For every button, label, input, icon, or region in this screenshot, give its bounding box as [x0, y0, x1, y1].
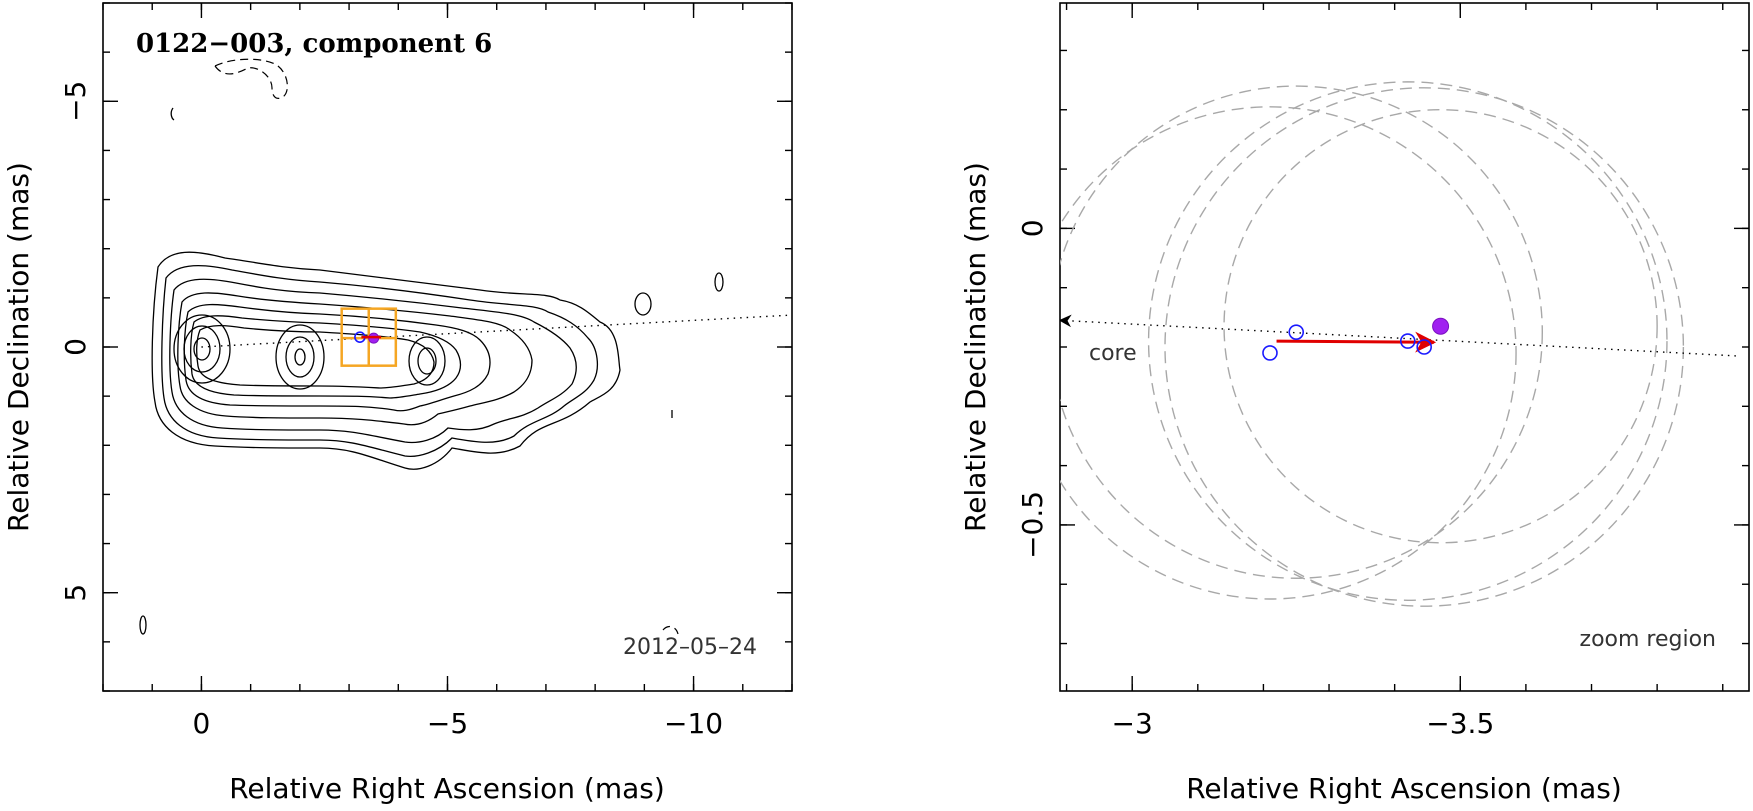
- left-panel: 0 −5 −10 5 0 −5: [2, 2, 793, 805]
- right-tick-labels: −3 −3.5 0 −0.5: [1016, 219, 1494, 740]
- left-y-axis-title: Relative Declination (mas): [2, 162, 35, 532]
- right-y-axis-title: Relative Declination (mas): [959, 162, 992, 532]
- contour-level-7: [196, 324, 435, 389]
- x-tick-label: −10: [664, 707, 723, 740]
- left-plot-frame: [102, 2, 793, 692]
- contour-level-5: [183, 303, 491, 412]
- beam-circle: [1147, 81, 1668, 601]
- epoch-date: 2012–05–24: [623, 635, 757, 660]
- beam-circle: [1060, 106, 1517, 600]
- motion-vector-arrow: [1276, 331, 1437, 353]
- core-label: core: [1089, 341, 1137, 366]
- right-plot-area: [1060, 81, 1736, 607]
- contour-level-4: [177, 292, 533, 426]
- knot-contour-1: [275, 324, 325, 390]
- component-markers: [354, 331, 382, 344]
- knot-contour-3: [294, 348, 306, 366]
- core-direction-line: [201, 314, 792, 348]
- core-contour-2: [183, 325, 221, 373]
- beam-circle: [1060, 85, 1543, 579]
- beam-circle: [1164, 87, 1685, 607]
- epoch-point-open: [1262, 345, 1278, 361]
- epoch-points: [1262, 317, 1450, 361]
- core-direction-arrow: [1060, 314, 1736, 357]
- x-tick-label: 0: [193, 707, 211, 740]
- y-tick-label: 0: [59, 338, 92, 356]
- right-panel: −3 −3.5 0 −0.5 core zoom region Relative Ri…: [959, 2, 1750, 805]
- contour-level-2: [161, 264, 599, 458]
- x-tick-label: −3.5: [1426, 707, 1494, 740]
- blob-contour: [139, 615, 147, 635]
- y-tick-label: 0: [1016, 219, 1049, 237]
- left-axis-ticks: [102, 2, 793, 692]
- x-tick-label: −3: [1112, 707, 1153, 740]
- knot-contour-2: [285, 336, 315, 378]
- blob-contour: [714, 272, 724, 292]
- y-tick-label: −5: [59, 81, 92, 122]
- contour-level-1: [151, 251, 621, 470]
- chart-title: 0122−003, component 6: [136, 29, 492, 59]
- intensity-contours: [139, 58, 724, 635]
- left-x-axis-title: Relative Right Ascension (mas): [229, 772, 665, 805]
- core-contour-3: [193, 337, 211, 361]
- beam-circle: [1223, 108, 1658, 544]
- y-tick-label: −0.5: [1016, 491, 1049, 559]
- contour-level-3: [169, 278, 577, 444]
- right-axis-ticks: [1060, 3, 1749, 691]
- right-x-axis-title: Relative Right Ascension (mas): [1186, 772, 1622, 805]
- outer-knot-contour-1: [408, 336, 446, 386]
- outer-knot-contour-2: [417, 347, 437, 375]
- core-contour-1: [173, 314, 231, 384]
- blob-contour: [170, 107, 175, 121]
- epoch-point-open: [1399, 333, 1416, 349]
- negative-contour: [214, 58, 288, 99]
- contour-level-6: [190, 315, 462, 399]
- blob-contour: [634, 292, 652, 316]
- negative-contour: [662, 625, 679, 635]
- epoch-point-open: [1288, 324, 1305, 340]
- left-tick-labels: 0 −5 −10 5 0 −5: [59, 81, 723, 740]
- epoch-point-current: [1432, 317, 1450, 335]
- left-plot-area: [139, 58, 792, 635]
- beam-circles: [1060, 81, 1685, 607]
- epoch-point-open: [1416, 339, 1432, 355]
- x-tick-label: −5: [427, 707, 468, 740]
- zoom-region-label: zoom region: [1580, 627, 1716, 652]
- y-tick-label: 5: [59, 584, 92, 602]
